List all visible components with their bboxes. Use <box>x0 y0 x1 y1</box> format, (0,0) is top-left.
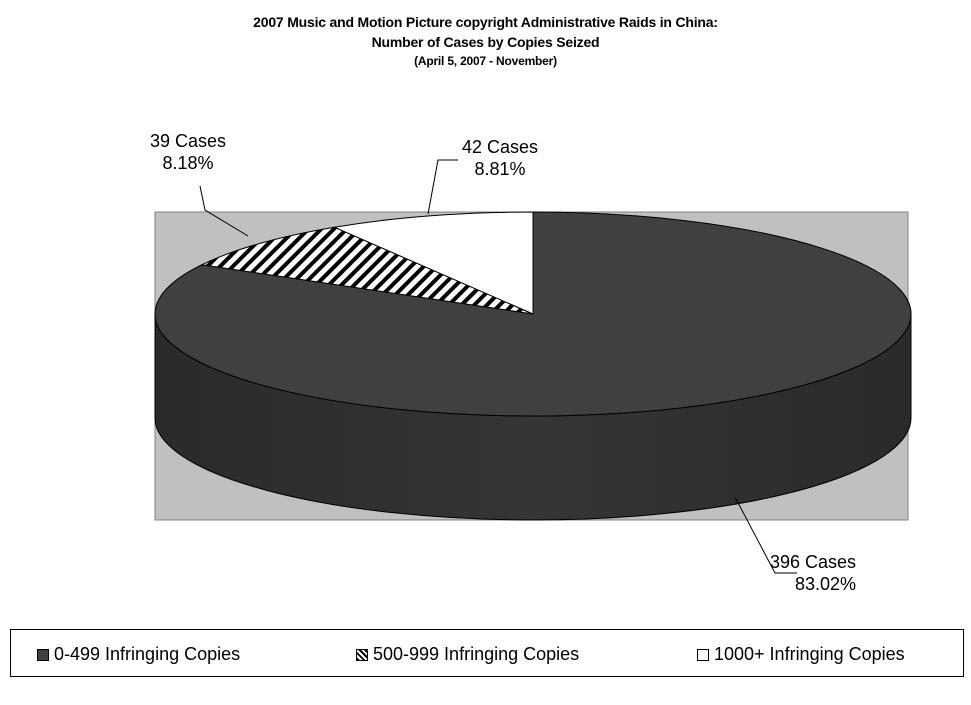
chart-date-range: (April 5, 2007 - November) <box>414 54 557 68</box>
leader-line-1000-plus <box>427 159 458 215</box>
chart-title: 2007 Music and Motion Picture copyright … <box>253 14 718 30</box>
slice-500-999 <box>200 226 534 315</box>
legend-label-0-499: 0-499 Infringing Copies <box>54 644 241 664</box>
chart-subtitle: Number of Cases by Copies Seized <box>371 34 600 50</box>
label-cases-500-999: 39 Cases <box>150 131 227 151</box>
legend-item-0-499: 0-499 Infringing Copies <box>37 644 240 665</box>
data-label-500-999: 39 Cases 8.18% <box>150 130 226 174</box>
leader-line-500-999 <box>199 185 249 237</box>
slice-0-499 <box>154 211 912 417</box>
legend-swatch-solid-icon <box>37 648 49 661</box>
legend-item-1000-plus: 1000+ Infringing Copies <box>697 644 905 665</box>
slice-1000-plus <box>332 211 534 315</box>
legend-swatch-empty-icon <box>697 648 709 661</box>
label-cases-0-499: 396 Cases <box>770 552 857 572</box>
label-cases-1000-plus: 42 Cases <box>462 137 539 157</box>
legend-item-500-999: 500-999 Infringing Copies <box>356 644 579 665</box>
label-percent-0-499: 83.02% <box>795 574 857 594</box>
data-label-0-499: 396 Cases 83.02% <box>770 551 856 595</box>
data-label-1000-plus: 42 Cases 8.81% <box>462 136 538 180</box>
legend-label-1000-plus: 1000+ Infringing Copies <box>714 644 905 664</box>
label-percent-500-999: 8.18% <box>162 153 214 173</box>
legend-swatch-striped-icon <box>356 648 368 661</box>
legend-label-500-999: 500-999 Infringing Copies <box>373 644 580 664</box>
leader-line-0-499 <box>734 496 797 574</box>
legend: 0-499 Infringing Copies 500-999 Infringi… <box>10 629 964 677</box>
label-percent-1000-plus: 8.81% <box>474 159 526 179</box>
chart-title-block: 2007 Music and Motion Picture copyright … <box>0 12 971 70</box>
pie-chart <box>154 159 912 574</box>
